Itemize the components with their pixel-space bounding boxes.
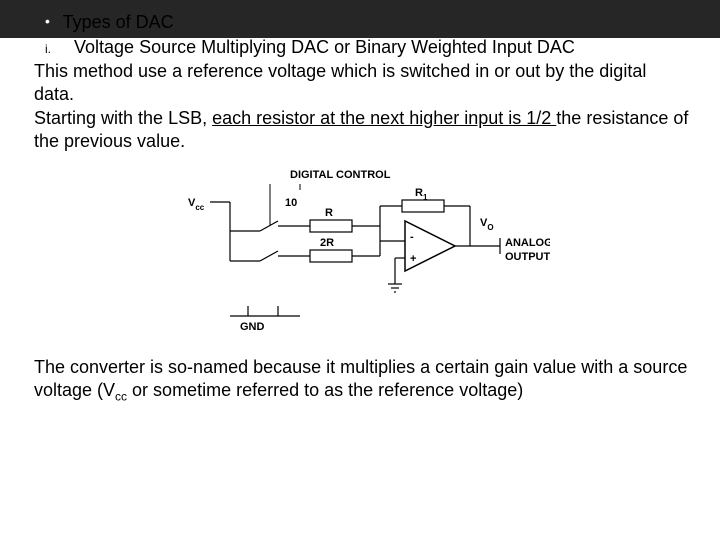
circuit-svg: DIGITAL CONTROL Vcc 10 R <box>170 166 550 336</box>
label-2r: 2R <box>320 237 334 249</box>
label-vcc: Vcc <box>188 197 205 212</box>
bullet-text: Types of DAC <box>63 12 174 32</box>
opamp-minus: - <box>410 231 414 243</box>
subheading-number: i. <box>45 42 51 56</box>
para2-a: Starting with the LSB, <box>34 108 212 128</box>
label-output: OUTPUT <box>505 251 550 263</box>
bullet-icon: • <box>45 13 50 29</box>
subheading-text: Voltage Source Multiplying DAC or Binary… <box>74 37 575 57</box>
footer-paragraph: The converter is so-named because it mul… <box>30 356 690 404</box>
label-gnd: GND <box>240 321 265 333</box>
slide-content: • Types of DAC i. Voltage Source Multipl… <box>0 12 720 404</box>
label-r: R <box>325 207 333 219</box>
para2-underlined: each resistor at the next higher input i… <box>212 108 556 128</box>
para1-text: This method use a reference voltage whic… <box>34 61 646 104</box>
bullet-types-of-dac: • Types of DAC <box>30 12 690 33</box>
footer-sub: cc <box>115 389 127 403</box>
circuit-diagram: DIGITAL CONTROL Vcc 10 R <box>30 166 690 336</box>
label-analog: ANALOG <box>505 237 550 249</box>
opamp-plus: + <box>410 253 416 265</box>
paragraph-1: This method use a reference voltage whic… <box>30 60 690 105</box>
subheading-line: i. Voltage Source Multiplying DAC or Bin… <box>30 37 690 58</box>
footer-b: or sometime referred to as the reference… <box>127 380 523 400</box>
label-vo: VO <box>480 217 494 232</box>
paragraph-2: Starting with the LSB, each resistor at … <box>30 107 690 152</box>
label-ten: 10 <box>285 197 297 209</box>
label-digital-control: DIGITAL CONTROL <box>290 169 391 181</box>
